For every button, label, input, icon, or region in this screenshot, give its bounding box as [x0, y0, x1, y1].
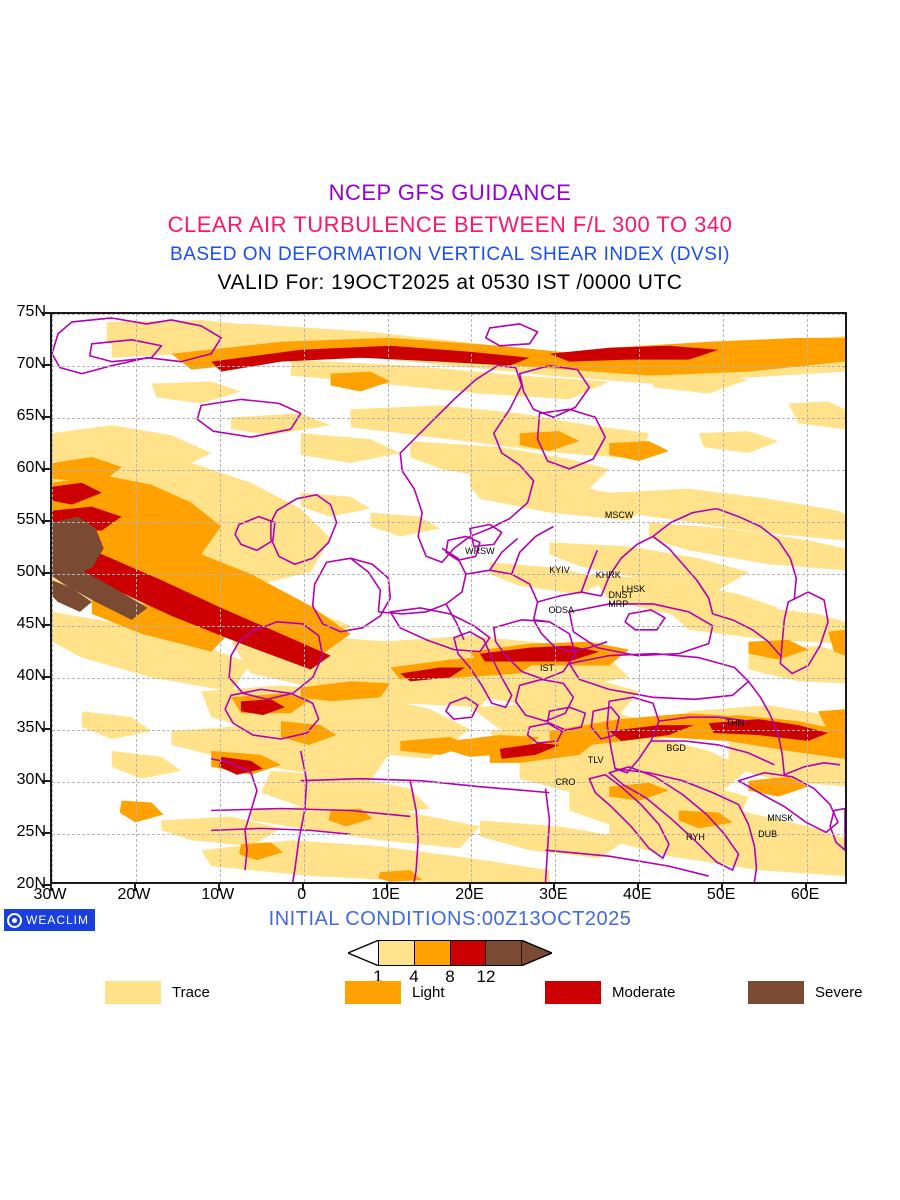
legend-item-severe: Severe [748, 981, 863, 1004]
x-axis-tick-mark [301, 884, 304, 891]
y-axis-tick-label: 55N [16, 511, 46, 528]
x-axis-tick-mark [469, 884, 472, 891]
colorbar-tick-label: 1 [373, 967, 383, 986]
x-axis-tick-mark [637, 884, 640, 891]
y-axis-tick-label: 45N [16, 615, 46, 632]
y-axis-tick-label: 35N [16, 719, 46, 736]
city-label-thn: THN [725, 717, 745, 728]
coastline-layer [52, 317, 845, 882]
y-axis-tick-label: 20N [16, 875, 46, 892]
cat-severe-field [52, 516, 148, 620]
colorbar-segment-3 [486, 941, 521, 965]
legend-item-moderate: Moderate [545, 981, 675, 1004]
initial-conditions-text: INITIAL CONDITIONS:00Z13OCT2025 [268, 908, 632, 930]
y-axis-tick-mark [42, 364, 50, 366]
x-axis-tick-mark [217, 884, 220, 891]
legend-swatch-moderate [545, 981, 601, 1004]
x-axis-tick-mark [721, 884, 724, 891]
x-axis-tick-label: 0 [297, 886, 307, 903]
y-axis-tick-label: 65N [16, 407, 46, 424]
colorbar: 1 4 8 12 [348, 940, 552, 986]
city-label-dnst: DNST [608, 589, 634, 600]
y-axis-tick-mark [42, 832, 50, 834]
colorbar-segment-2 [450, 941, 487, 965]
y-axis-tick-mark [42, 884, 50, 886]
city-label-khrk: KHRK [595, 570, 621, 581]
y-axis-tick-label: 40N [16, 667, 46, 684]
x-axis-tick-label: 20E [455, 886, 484, 903]
colorbar-tick-label: 4 [409, 967, 419, 986]
cat-forecast-map[interactable]: MSCW WRSW KYIV KHRK LHSK DNST MRP ODSA IST THN BGD… [50, 312, 847, 884]
city-label-bgd: BGD [666, 742, 686, 753]
x-axis-tick-label: 30E [539, 886, 568, 903]
y-axis-tick-mark [42, 728, 50, 730]
y-axis-tick-mark [42, 416, 50, 418]
city-label-kyiv: KYIV [549, 564, 570, 575]
colorbar-segment-0 [379, 941, 415, 965]
x-axis-tick-label: 50E [706, 886, 736, 903]
legend-item-light: Light [345, 981, 445, 1004]
y-axis-tick-label: 25N [16, 823, 46, 840]
colorbar-segments [378, 940, 522, 966]
x-axis-tick-label: 60E [790, 886, 820, 903]
x-axis-tick-mark [133, 884, 136, 891]
x-axis-tick-label: 10W [201, 886, 235, 903]
city-label-tlv: TLV [587, 755, 604, 766]
legend-swatch-light [345, 981, 401, 1004]
colorbar-tick-label: 8 [445, 967, 455, 986]
y-axis-tick-label: 50N [16, 563, 46, 580]
weaclim-watermark: WEACLIM [4, 909, 96, 931]
title-valid-time: VALID For: 19OCT2025 at 0530 IST /0000 U… [217, 271, 683, 294]
city-label-mnsk: MNSK [767, 813, 794, 824]
legend-label-moderate: Moderate [612, 984, 676, 1001]
city-label-mrp: MRP [608, 599, 629, 610]
cat-moderate-field [52, 345, 829, 775]
colorbar-under-arrow-icon [348, 940, 379, 966]
y-axis-tick-label: 70N [16, 355, 46, 372]
x-axis-tick-mark [553, 884, 556, 891]
title-method: BASED ON DEFORMATION VERTICAL SHEAR INDE… [170, 244, 730, 265]
weaclim-label: WEACLIM [26, 913, 90, 927]
title-product: CLEAR AIR TURBULENCE BETWEEN F/L 300 TO … [167, 212, 733, 237]
y-axis-tick-mark [42, 572, 50, 574]
x-axis-tick-label: 30W [33, 886, 67, 903]
city-label-ist: IST [539, 662, 554, 673]
legend-swatch-severe [748, 981, 804, 1004]
city-label-ryh: RYH [686, 832, 705, 843]
city-label-mscw: MSCW [604, 509, 634, 520]
y-axis-tick-mark [42, 624, 50, 626]
legend-label-severe: Severe [815, 984, 863, 1001]
y-axis-tick-mark [42, 676, 50, 678]
x-axis-tick-mark [385, 884, 388, 891]
city-label-wrsw: WRSW [465, 546, 495, 557]
y-axis-tick-mark [42, 468, 50, 470]
colorbar-segment-1 [414, 941, 451, 965]
severity-legend: Trace Light Moderate Severe [0, 981, 900, 1007]
x-axis-tick-label: 20W [117, 886, 151, 903]
title-agency: NCEP GFS GUIDANCE [328, 180, 572, 205]
x-axis-tick-label: 10E [371, 886, 400, 903]
legend-item-trace: Trace [105, 981, 210, 1004]
x-axis-tick-mark [50, 884, 52, 891]
weaclim-logo-icon [7, 912, 22, 928]
colorbar-over-arrow-icon [521, 940, 552, 966]
city-label-cro: CRO [555, 777, 576, 787]
city-label-odsa: ODSA [548, 605, 574, 616]
city-label-lhsk: LHSK [621, 583, 646, 594]
y-axis-tick-mark [42, 312, 50, 314]
y-axis-tick-label: 75N [16, 303, 46, 320]
legend-label-light: Light [412, 984, 445, 1001]
x-axis-tick-label: 40E [623, 886, 652, 903]
y-axis-tick-mark [42, 520, 50, 522]
y-axis-tick-mark [42, 780, 50, 782]
y-axis-tick-label: 30N [16, 771, 46, 788]
title-block: NCEP GFS GUIDANCE CLEAR AIR TURBULENCE B… [0, 180, 900, 295]
legend-swatch-trace [105, 981, 161, 1004]
map-canvas [52, 314, 845, 882]
y-axis-tick-label: 60N [16, 459, 46, 476]
legend-label-trace: Trace [172, 984, 210, 1001]
x-axis-tick-mark [805, 884, 808, 891]
colorbar-tick-label: 12 [476, 967, 496, 986]
city-label-dub: DUB [758, 829, 778, 839]
